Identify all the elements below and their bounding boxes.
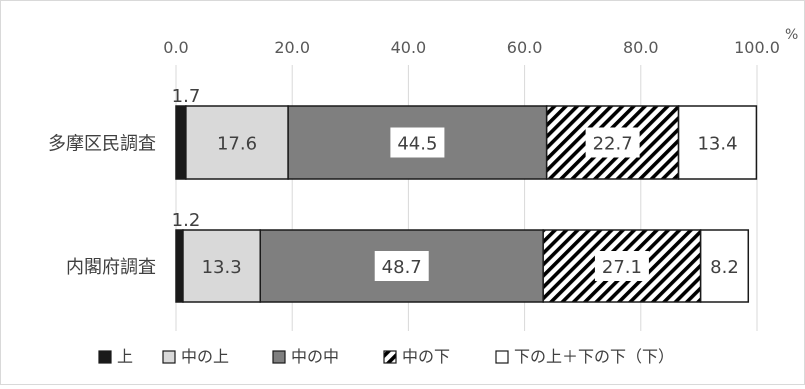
data-label: 48.7 (382, 257, 422, 278)
unit-label: % (785, 27, 798, 43)
data-label-box (390, 127, 445, 158)
bar-segment (185, 105, 289, 180)
legend-label: 上 (117, 347, 133, 366)
data-label-box (594, 251, 649, 281)
legend-label: 中の中 (291, 347, 339, 366)
category-label: 多摩区民調査 (48, 134, 156, 155)
data-label: 13.4 (697, 134, 737, 155)
legend: 上 中の上 中の中 中の下 下の上＋下の下（下） (98, 347, 674, 366)
data-label-box (585, 127, 640, 158)
x-tick-labels: 0.0 20.0 40.0 60.0 80.0 100.0% (163, 27, 798, 57)
legend-swatch (98, 350, 112, 364)
x-tick-label: 80.0 (623, 38, 659, 57)
legend-swatch (162, 350, 176, 364)
data-label: 1.7 (172, 86, 201, 107)
data-label: 13.3 (202, 257, 242, 278)
data-label-box (374, 251, 429, 281)
legend-swatch (272, 350, 286, 364)
bar-segment (182, 229, 261, 303)
x-tick-label: 40.0 (391, 38, 427, 57)
bar-segment (699, 229, 750, 303)
legend-swatch (495, 350, 509, 364)
x-tick-label: 60.0 (507, 38, 543, 57)
bar-segment (677, 105, 758, 180)
legend-label: 下の上＋下の下（下） (514, 347, 674, 366)
x-tick-label: 100.0 (734, 38, 780, 57)
bar-segment (175, 105, 187, 180)
data-label: 44.5 (397, 134, 437, 155)
data-label: 8.2 (710, 257, 739, 278)
data-label: 27.1 (602, 257, 642, 278)
data-label: 1.2 (172, 210, 201, 231)
legend-swatch (383, 350, 397, 364)
category-label: 内閣府調査 (66, 257, 156, 278)
legend-label: 中の下 (402, 347, 450, 366)
bars: 1.7 17.6 44.5 22.7 13.4 1.2 13.3 48.7 27.1 8.2 (172, 86, 758, 303)
bar-segment (175, 229, 184, 303)
x-tick-label: 0.0 (163, 38, 188, 57)
legend-label: 中の上 (181, 347, 229, 366)
x-tick-label: 20.0 (274, 38, 310, 57)
data-label: 17.6 (217, 134, 257, 155)
data-label: 22.7 (593, 134, 633, 155)
